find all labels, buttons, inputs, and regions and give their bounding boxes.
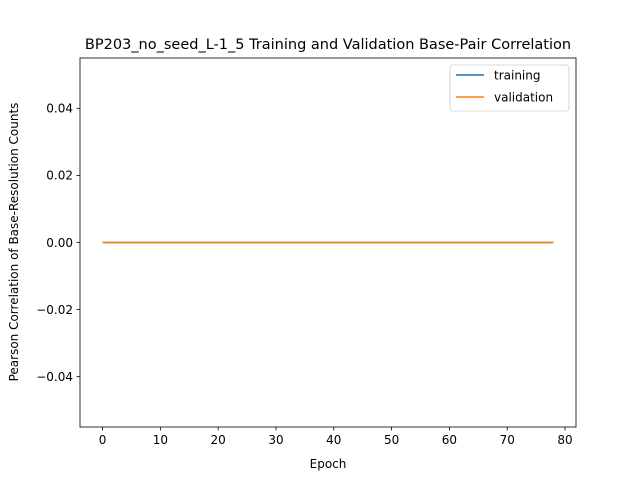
y-axis-label: Pearson Correlation of Base-Resolution C… xyxy=(7,103,21,382)
x-axis-label: Epoch xyxy=(310,457,347,471)
x-tick-label: 0 xyxy=(99,433,107,447)
y-tick-label: 0.00 xyxy=(46,236,73,250)
x-tick-label: 10 xyxy=(153,433,168,447)
x-tick-label: 80 xyxy=(557,433,572,447)
x-tick-label: 20 xyxy=(211,433,226,447)
x-tick-label: 30 xyxy=(268,433,283,447)
legend-label-validation: validation xyxy=(494,90,553,104)
y-tick-label: 0.04 xyxy=(46,102,73,116)
chart-title: BP203_no_seed_L-1_5 Training and Validat… xyxy=(85,37,571,53)
x-tick-label: 60 xyxy=(442,433,457,447)
y-tick-label: 0.02 xyxy=(46,169,73,183)
legend-box xyxy=(449,64,570,112)
x-tick-label: 50 xyxy=(384,433,399,447)
y-tick-label: −0.04 xyxy=(36,370,73,384)
x-axis: 0 10 20 30 40 50 60 70 80 xyxy=(99,427,573,447)
y-tick-label: −0.02 xyxy=(36,303,73,317)
legend: training validation xyxy=(449,64,570,112)
x-tick-label: 40 xyxy=(326,433,341,447)
x-tick-label: 70 xyxy=(500,433,515,447)
legend-label-training: training xyxy=(494,68,541,82)
y-axis: −0.04 −0.02 0.00 0.02 0.04 xyxy=(36,102,80,384)
